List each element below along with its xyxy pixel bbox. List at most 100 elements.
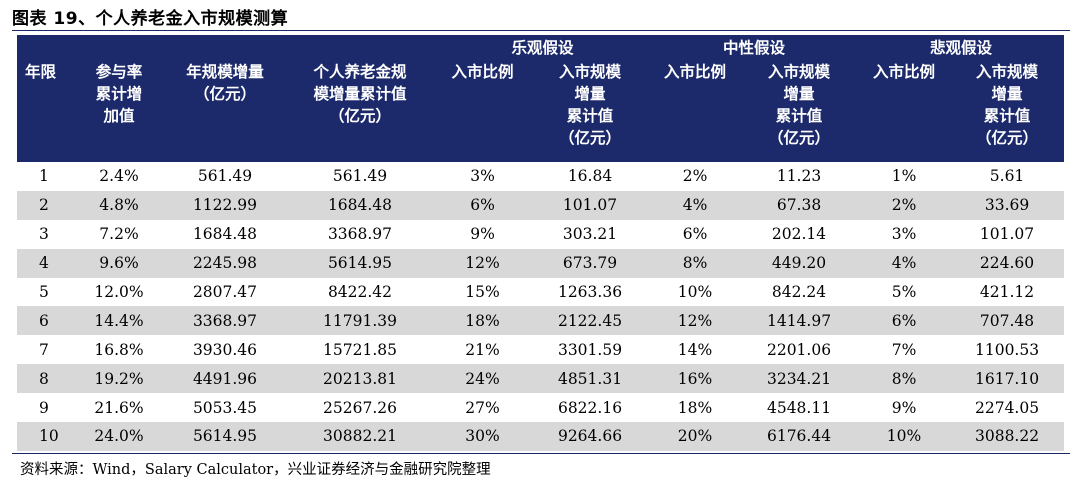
table-cell: 101.07 [979, 225, 1035, 244]
table-cell: 3234.21 [740, 364, 859, 394]
header-entry-ratio-pessimistic: 入市比例 [858, 61, 951, 162]
table-cell: 6% [435, 190, 530, 220]
table-cell: 202.14 [771, 225, 827, 244]
table-cell: 1617.10 [950, 364, 1065, 394]
table-cell: 18% [677, 398, 713, 417]
table-cell: 4 [17, 248, 73, 278]
table-cell: 1684.48 [192, 225, 258, 244]
table-cell: 16.8% [94, 340, 144, 359]
source-note: 资料来源：Wind，Salary Calculator，兴业证券经济与金融研究院… [20, 462, 491, 478]
table-row: 8 19.2% 4491.96 20213.81 24% 4851.31 16% 3234.2… [17, 364, 1065, 394]
top-rule [12, 30, 1070, 31]
table-cell: 5053.45 [192, 398, 258, 417]
table-cell: 5 [39, 283, 49, 301]
table-cell: 707.48 [950, 306, 1065, 336]
table-cell: 7.2% [99, 225, 139, 244]
table-cell: 9264.66 [530, 422, 651, 451]
table-cell: 10% [677, 283, 713, 301]
table-cell: 3301.59 [557, 340, 623, 359]
table-row: 4 9.6% 2245.98 5614.95 12% 673.79 8% 449.20 4% 22… [17, 248, 1065, 278]
table-cell: 12.0% [94, 283, 144, 301]
group-neutral: 中性假设 [650, 35, 859, 61]
table-row: 6 14.4% 3368.97 11791.39 18% 2122.45 12% 1414.9… [17, 306, 1065, 336]
header-entry-ratio-optimistic: 入市比例 [435, 61, 530, 162]
table-cell: 21.6% [94, 398, 144, 417]
header-entry-cum-optimistic: 入市规模 增量 累计值 （亿元） [530, 61, 651, 162]
table-cell: 561.49 [332, 167, 388, 186]
table-cell: 9% [891, 398, 917, 417]
table-cell: 1100.53 [974, 340, 1040, 359]
table-cell: 3% [891, 225, 917, 244]
table-row: 5 12.0% 2807.47 8422.42 15% 1263.36 10% 842.24 5… [17, 278, 1064, 307]
table-cell: 101.07 [530, 190, 651, 220]
table-body: 1 2.4% 561.49 561.49 3% 16.84 2% 11.23 1% 5.61 2 4.… [17, 162, 1065, 451]
table-cell: 24% [435, 364, 530, 394]
table-cell: 2% [682, 167, 708, 186]
table-cell: 16.84 [567, 167, 613, 186]
table-row: 1 2.4% 561.49 561.49 3% 16.84 2% 11.23 1% 5.61 [17, 162, 1064, 191]
table-cell: 19.2% [73, 364, 165, 394]
table-cell: 24.0% [73, 422, 165, 451]
table-cell: 1263.36 [557, 283, 623, 301]
page-title: 图表 19、个人养老金入市规模测算 [12, 9, 289, 29]
table-cell: 3368.97 [165, 306, 285, 336]
table-cell: 4851.31 [530, 364, 651, 394]
table-cell: 561.49 [197, 167, 253, 186]
table-cell: 7% [891, 340, 917, 359]
table-cell: 10 [17, 422, 73, 451]
table-cell: 8% [858, 364, 951, 394]
group-pessimistic: 悲观假设 [858, 35, 1065, 61]
table-cell: 2122.45 [530, 306, 651, 336]
table-cell: 33.69 [950, 190, 1065, 220]
table-cell: 9 [39, 398, 49, 417]
table-cell: 8 [17, 364, 73, 394]
table-cell: 18% [435, 306, 530, 336]
table-cell: 27% [465, 398, 500, 417]
table-cell: 6 [17, 306, 73, 336]
table-cell: 6% [682, 225, 708, 244]
header-entry-cum-pessimistic: 入市规模 增量 累计值 （亿元） [950, 61, 1065, 162]
table-cell: 8% [650, 248, 741, 278]
header-entry-ratio-neutral: 入市比例 [650, 61, 741, 162]
table-cell: 6% [858, 306, 951, 336]
table-cell: 5614.95 [165, 422, 285, 451]
table-row: 9 21.6% 5053.45 25267.26 27% 6822.16 18% 4548.1… [17, 393, 1064, 422]
table-cell: 10% [858, 422, 951, 451]
header-entry-cum-neutral: 入市规模 增量 累计值 （亿元） [740, 61, 859, 162]
table-cell: 224.60 [950, 248, 1065, 278]
table-cell: 4.8% [73, 190, 165, 220]
table-cell: 449.20 [740, 248, 859, 278]
column-header-row: 年限 参与率 累计增 加值 年规模增量 （亿元） 个人养老金规 模增量累计值 （亿元） 入… [17, 61, 1065, 162]
table-cell: 421.12 [979, 283, 1035, 301]
table-cell: 5% [891, 283, 917, 301]
table-cell: 3088.22 [950, 422, 1065, 451]
table-cell: 9.6% [73, 248, 165, 278]
table-cell: 673.79 [530, 248, 651, 278]
table-cell: 4% [650, 190, 741, 220]
table-row: 3 7.2% 1684.48 3368.97 9% 303.21 6% 202.14 3% 101… [17, 220, 1064, 249]
table-cell: 20213.81 [285, 364, 435, 394]
table-cell: 11.23 [776, 167, 822, 186]
table-cell: 4548.11 [766, 398, 832, 417]
table-cell: 4% [858, 248, 951, 278]
table-cell: 16% [650, 364, 741, 394]
table-cell: 3 [39, 225, 49, 244]
table-cell: 5.61 [989, 167, 1025, 186]
table-cell: 14% [677, 340, 713, 359]
table-cell: 1 [39, 167, 49, 186]
table-cell: 12% [650, 306, 741, 336]
table-cell: 1684.48 [285, 190, 435, 220]
table-cell: 6176.44 [740, 422, 859, 451]
header-annual-increase: 年规模增量 （亿元） [165, 61, 285, 162]
table-cell: 25267.26 [323, 398, 397, 417]
table-cell: 3% [470, 167, 495, 186]
group-header-row: 乐观假设 中性假设 悲观假设 [17, 35, 1065, 61]
group-optimistic: 乐观假设 [435, 35, 651, 61]
table-cell: 6822.16 [557, 398, 623, 417]
header-year: 年限 [17, 61, 73, 162]
table-cell: 4491.96 [165, 364, 285, 394]
table-cell: 30% [435, 422, 530, 451]
table-cell: 14.4% [73, 306, 165, 336]
table-cell: 8422.42 [327, 283, 393, 301]
table-cell: 2807.47 [192, 283, 258, 301]
